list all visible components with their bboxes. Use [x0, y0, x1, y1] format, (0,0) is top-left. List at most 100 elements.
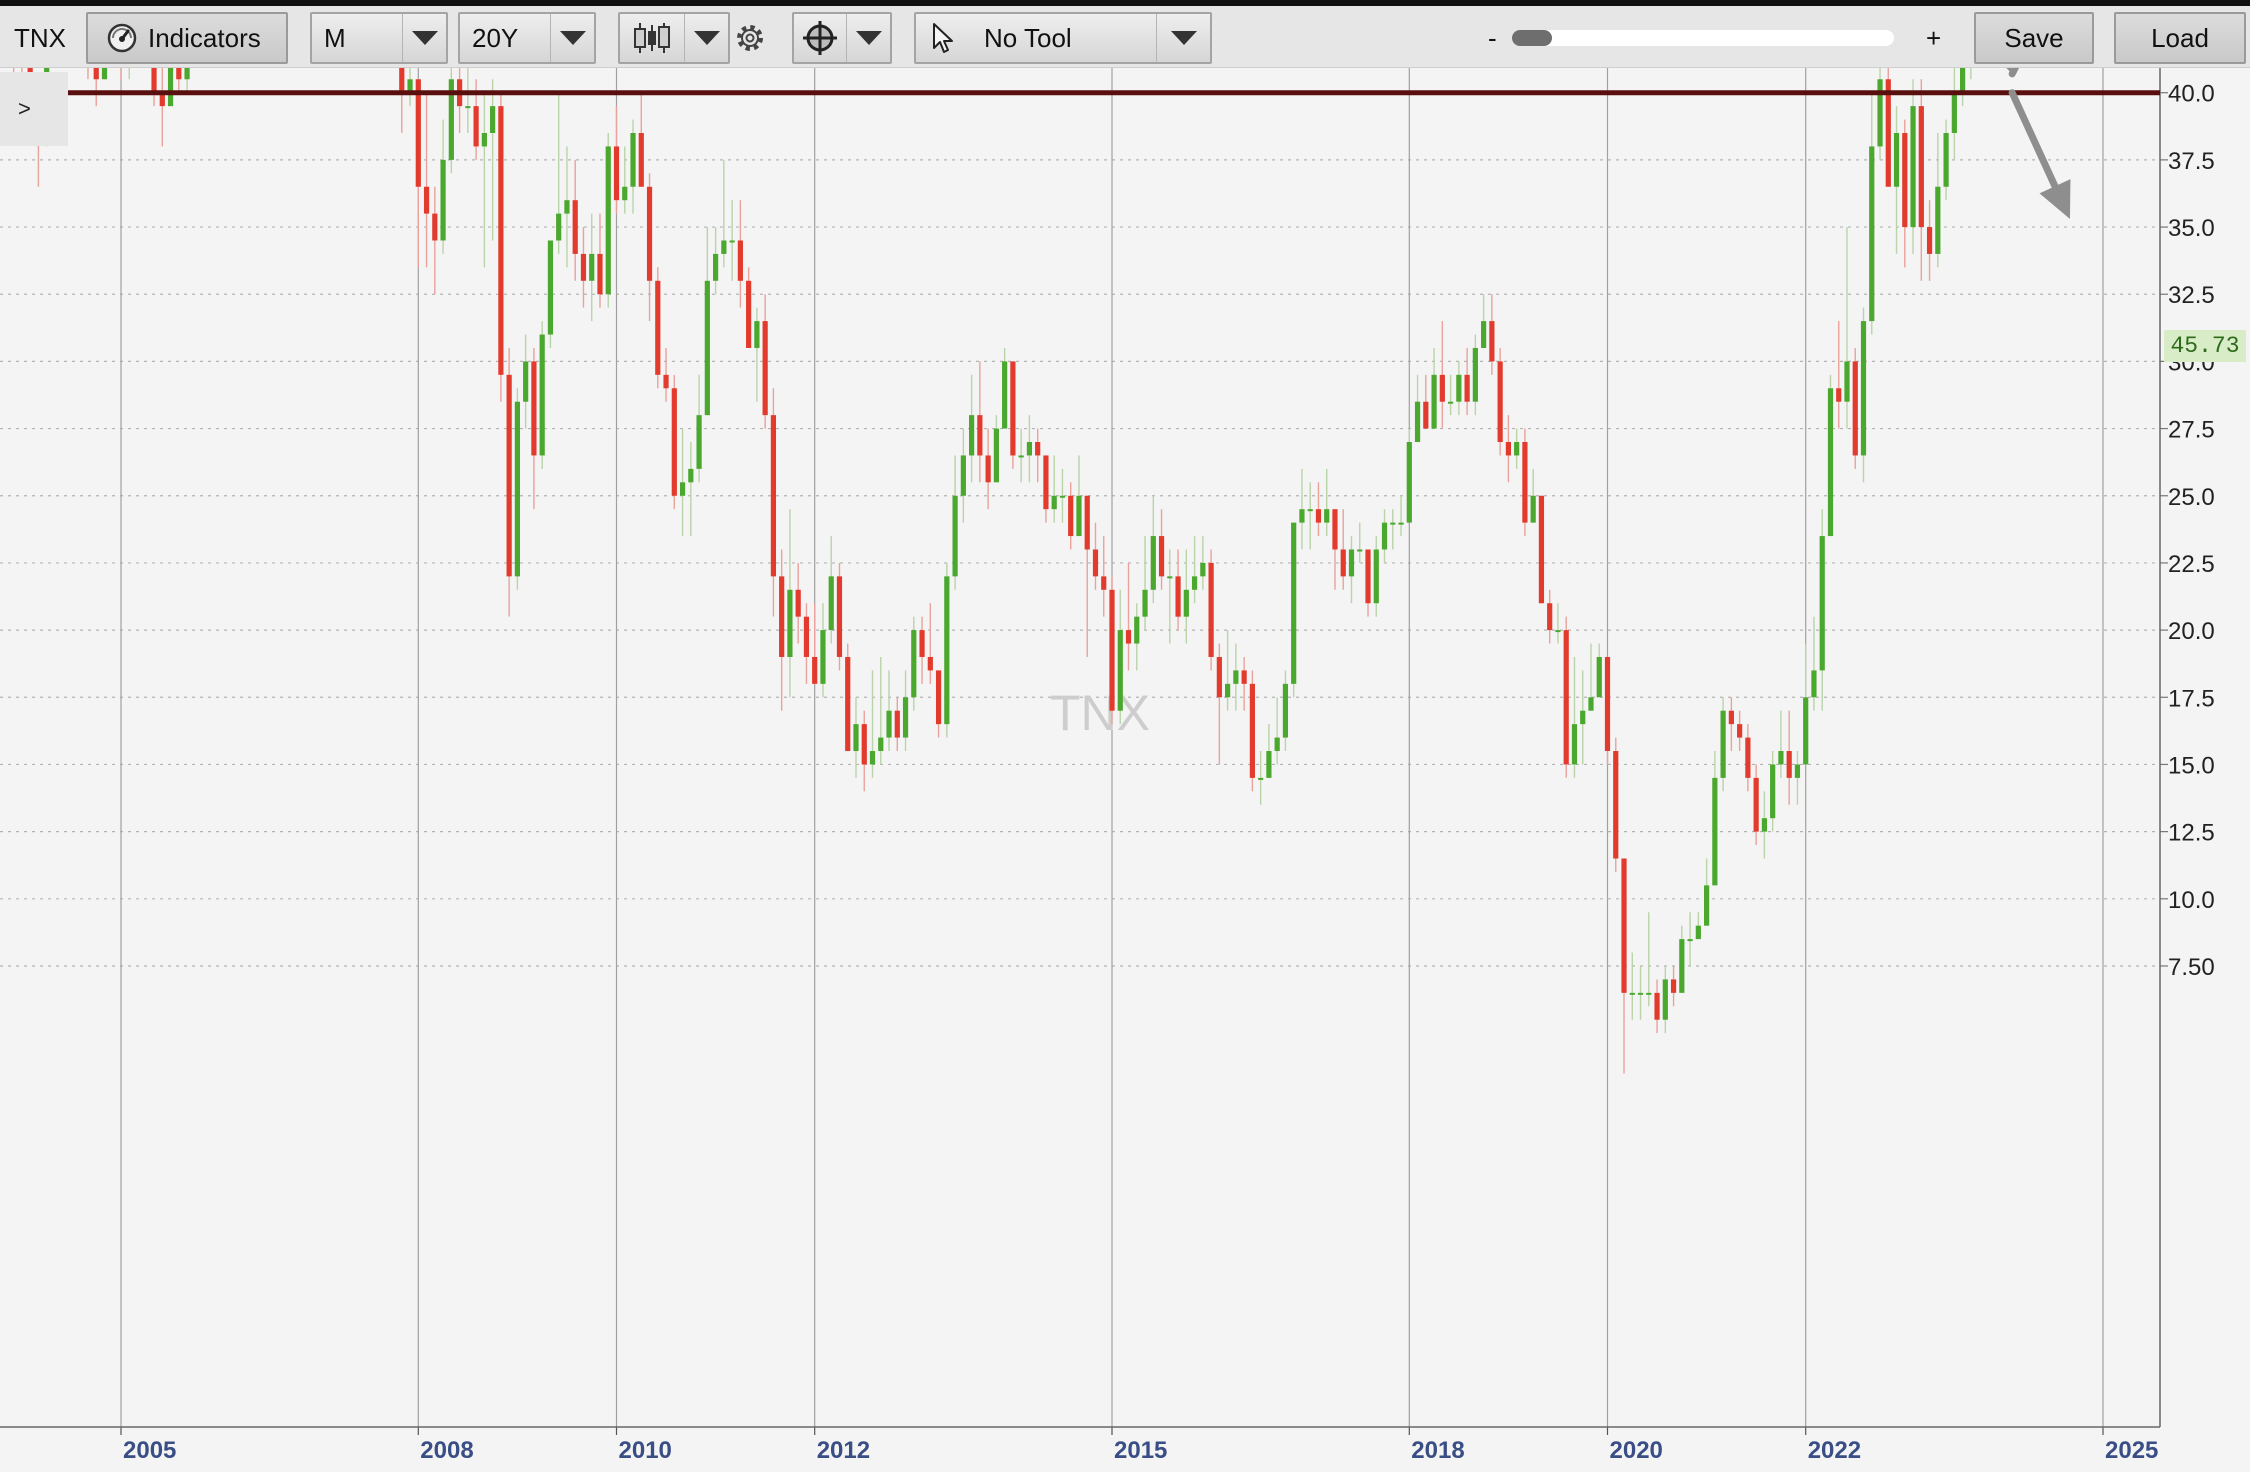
candle-body	[1844, 361, 1850, 402]
candle-body	[1307, 509, 1313, 512]
candle-body	[1555, 630, 1561, 633]
candle-body	[1803, 697, 1809, 765]
candle-body	[605, 146, 611, 295]
candle-body	[1431, 374, 1437, 429]
tool-value: No Tool	[984, 22, 1072, 53]
candle-body	[490, 106, 496, 134]
chart-type-select[interactable]	[618, 12, 730, 64]
candle-body	[1522, 442, 1528, 523]
crosshair-select[interactable]	[792, 12, 892, 64]
candle-body	[1836, 388, 1842, 402]
candle-body	[1811, 670, 1817, 698]
toolbar: TNX Indicators M 20Y	[0, 0, 2250, 68]
candle-body	[448, 79, 454, 160]
candle-body	[465, 106, 471, 109]
candle-body	[1340, 549, 1346, 577]
candle-body	[1043, 455, 1049, 510]
candle-body	[1918, 106, 1924, 228]
candle-body	[820, 630, 826, 684]
candle-body	[869, 751, 876, 765]
candle-body	[1547, 603, 1553, 631]
candle-body	[952, 495, 958, 577]
candle-body	[1225, 683, 1231, 698]
candle-body	[506, 374, 512, 577]
chevron-down-icon	[684, 14, 728, 62]
settings-button[interactable]	[732, 12, 768, 64]
candle-body	[1745, 737, 1751, 778]
candle-body	[101, 68, 108, 80]
candle-body	[1134, 616, 1140, 644]
candle-body	[1381, 522, 1388, 550]
candle-body	[1026, 442, 1033, 456]
candle-body	[1324, 509, 1330, 523]
candle-body	[977, 415, 983, 456]
candle-body	[721, 240, 727, 254]
zoom-out-button[interactable]: -	[1488, 22, 1497, 53]
x-tick-label: 2025	[2105, 1437, 2158, 1464]
symbol-label[interactable]: TNX	[14, 22, 66, 53]
candle-body	[1150, 536, 1156, 590]
zoom-slider-thumb[interactable]	[1512, 30, 1552, 46]
candle-body	[1101, 576, 1107, 590]
chevron-down-icon	[402, 14, 446, 62]
range-select[interactable]: 20Y	[458, 12, 596, 64]
y-tick-label: 15.0	[2168, 752, 2215, 779]
candle-body	[1142, 589, 1148, 617]
candle-body	[1786, 751, 1792, 778]
candle-body	[1943, 133, 1949, 187]
tool-select[interactable]: No Tool	[914, 12, 1212, 64]
candlestick-icon	[620, 21, 684, 55]
candle-body	[580, 253, 587, 281]
candle-body	[1596, 656, 1602, 698]
candle-body	[423, 186, 430, 214]
candle-body	[688, 468, 694, 483]
chevron-down-icon	[550, 14, 594, 62]
candle-body	[944, 576, 950, 725]
candle-body	[1571, 724, 1578, 765]
candle-body	[1926, 227, 1933, 254]
zoom-slider[interactable]	[1512, 12, 1894, 64]
indicators-button[interactable]: Indicators	[86, 12, 288, 64]
candle-body	[399, 68, 405, 93]
zoom-slider-track[interactable]	[1512, 30, 1894, 46]
candle-body	[473, 106, 479, 147]
candle-body	[1084, 495, 1090, 550]
chart-watermark: TNX	[1050, 685, 1150, 741]
candle-body	[1348, 549, 1355, 577]
candle-body	[440, 159, 446, 241]
candle-body	[1398, 522, 1404, 525]
candle-body	[1249, 683, 1255, 778]
candle-body	[1538, 495, 1545, 604]
candle-body	[1637, 992, 1644, 995]
candle-body	[1860, 321, 1867, 456]
candle-body	[1704, 885, 1710, 926]
y-tick-label: 17.5	[2168, 685, 2215, 712]
interval-select[interactable]: M	[310, 12, 448, 64]
save-button[interactable]: Save	[1974, 12, 2094, 64]
annotation-arrow-head	[2039, 179, 2071, 219]
candle-body	[779, 576, 785, 657]
annotation-arrow-shaft	[2008, 89, 2059, 190]
load-button[interactable]: Load	[2114, 12, 2246, 64]
candle-body	[1935, 186, 1941, 254]
candle-body	[1869, 146, 1875, 322]
y-tick-label: 20.0	[2168, 618, 2215, 645]
candle-body	[1720, 710, 1726, 778]
candle-body	[1068, 495, 1074, 537]
candle-body	[1687, 939, 1693, 942]
candle-body	[1414, 401, 1421, 443]
candle-body	[1646, 992, 1652, 995]
candle-body	[547, 240, 554, 335]
candle-body	[432, 213, 438, 241]
chart-area[interactable]: 55.052.550.047.545.042.540.037.535.032.5…	[0, 68, 2250, 1472]
zoom-in-button[interactable]: +	[1926, 22, 1942, 53]
sidebar-toggle-button[interactable]: >	[0, 72, 68, 146]
candle-body	[1662, 979, 1668, 1020]
candle-body	[713, 253, 719, 281]
candle-body	[935, 670, 942, 725]
candle-body	[1885, 79, 1891, 187]
candle-body	[1175, 576, 1181, 617]
candle-body	[1332, 509, 1338, 550]
candle-body	[1778, 751, 1784, 765]
